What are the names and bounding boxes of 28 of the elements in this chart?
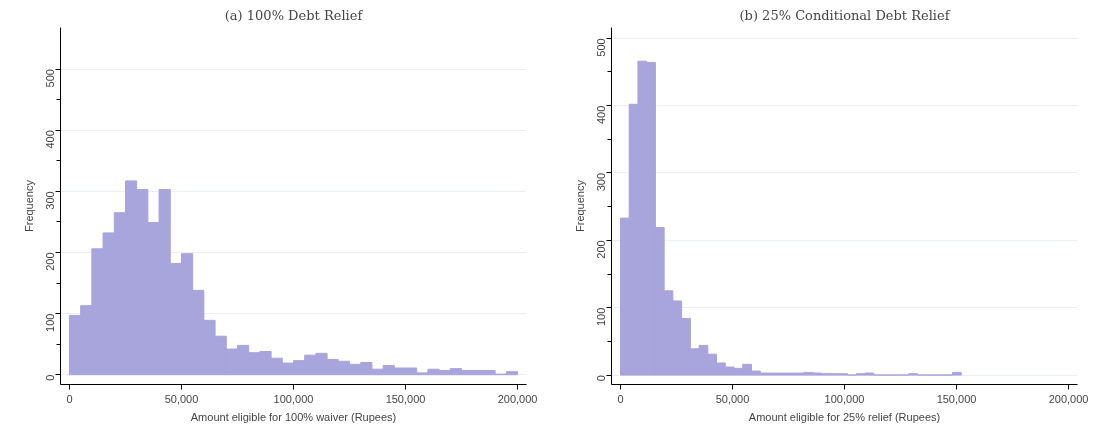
x-tick-label: 50,000 [164,392,199,405]
x-tick-label: 150,000 [385,392,426,405]
y-tick-label: 400 [595,105,608,124]
y-tick-label: 0 [595,375,608,382]
y-axis-title: Frequency [22,179,35,232]
y-tick-label: 300 [595,172,608,192]
x-tick-label: 200,000 [1048,392,1089,405]
y-tick-label: 0 [44,374,57,381]
x-tick-label: 100,000 [824,392,865,405]
y-tick-label: 100 [44,313,57,332]
chart-title: (a) 100% Debt Relief [224,7,364,23]
y-tick-label: 400 [44,130,57,149]
x-tick-label: 0 [617,392,624,405]
x-tick-label: 100,000 [273,392,314,405]
x-tick-label: 0 [66,392,73,405]
x-axis-title: Amount eligible for 100% waiver (Rupees) [190,410,397,423]
y-axis-title: Frequency [573,179,586,232]
y-tick-label: 500 [44,69,57,88]
x-axis-title: Amount eligible for 25% relief (Rupees) [748,410,941,423]
chart-title: (b) 25% Conditional Debt Relief [739,7,951,23]
y-tick-label: 100 [595,307,608,327]
y-tick-label: 200 [595,240,608,259]
x-tick-label: 50,000 [715,392,750,405]
y-tick-label: 300 [44,191,57,210]
y-tick-label: 200 [44,252,57,271]
x-tick-label: 150,000 [936,392,977,405]
x-tick-label: 200,000 [497,392,538,405]
y-tick-label: 500 [595,38,608,57]
